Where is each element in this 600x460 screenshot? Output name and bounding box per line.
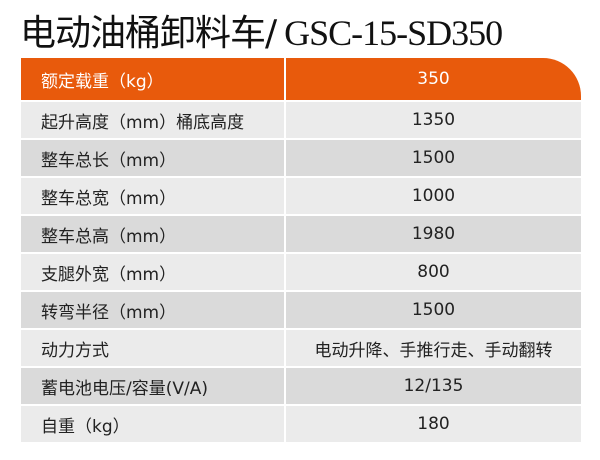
spec-value: 12/135 xyxy=(286,368,581,404)
spec-table: 额定载重（kg） 350 起升高度（mm）桶底高度 1350 整车总长（mm） 15… xyxy=(21,58,581,444)
spec-value: 1500 xyxy=(286,292,581,328)
spec-label: 整车总高（mm） xyxy=(21,216,284,252)
spec-value: 180 xyxy=(286,406,581,442)
spec-value: 800 xyxy=(286,254,581,290)
table-row: 整车总宽（mm） 1000 xyxy=(21,178,581,214)
spec-label: 转弯半径（mm） xyxy=(21,292,284,328)
table-row: 转弯半径（mm） 1500 xyxy=(21,292,581,328)
spec-value: 1500 xyxy=(286,140,581,176)
spec-label: 起升高度（mm）桶底高度 xyxy=(21,102,284,138)
table-row: 起升高度（mm）桶底高度 1350 xyxy=(21,102,581,138)
table-row: 动力方式 电动升降、手推行走、手动翻转 xyxy=(21,330,581,366)
product-name: 电动油桶卸料车/ xyxy=(20,13,277,54)
spec-label: 整车总宽（mm） xyxy=(21,178,284,214)
table-row: 支腿外宽（mm） 800 xyxy=(21,254,581,290)
spec-label: 自重（kg） xyxy=(21,406,284,442)
spec-label: 蓄电池电压/容量(V/A) xyxy=(21,368,284,404)
spec-value: 1350 xyxy=(286,102,581,138)
product-model: GSC-15-SD350 xyxy=(276,13,503,53)
spec-value: 电动升降、手推行走、手动翻转 xyxy=(286,330,581,366)
spec-label: 整车总长（mm） xyxy=(21,140,284,176)
page-title: 电动油桶卸料车/ GSC-15-SD350 xyxy=(20,4,503,56)
spec-value: 1980 xyxy=(286,216,581,252)
table-header-row: 额定载重（kg） 350 xyxy=(21,58,581,100)
spec-value: 350 xyxy=(286,58,581,100)
spec-label: 支腿外宽（mm） xyxy=(21,254,284,290)
table-row: 蓄电池电压/容量(V/A) 12/135 xyxy=(21,368,581,404)
table-row: 整车总高（mm） 1980 xyxy=(21,216,581,252)
spec-label: 额定载重（kg） xyxy=(21,58,284,100)
table-row: 整车总长（mm） 1500 xyxy=(21,140,581,176)
table-row: 自重（kg） 180 xyxy=(21,406,581,442)
spec-value: 1000 xyxy=(286,178,581,214)
spec-label: 动力方式 xyxy=(21,330,284,366)
